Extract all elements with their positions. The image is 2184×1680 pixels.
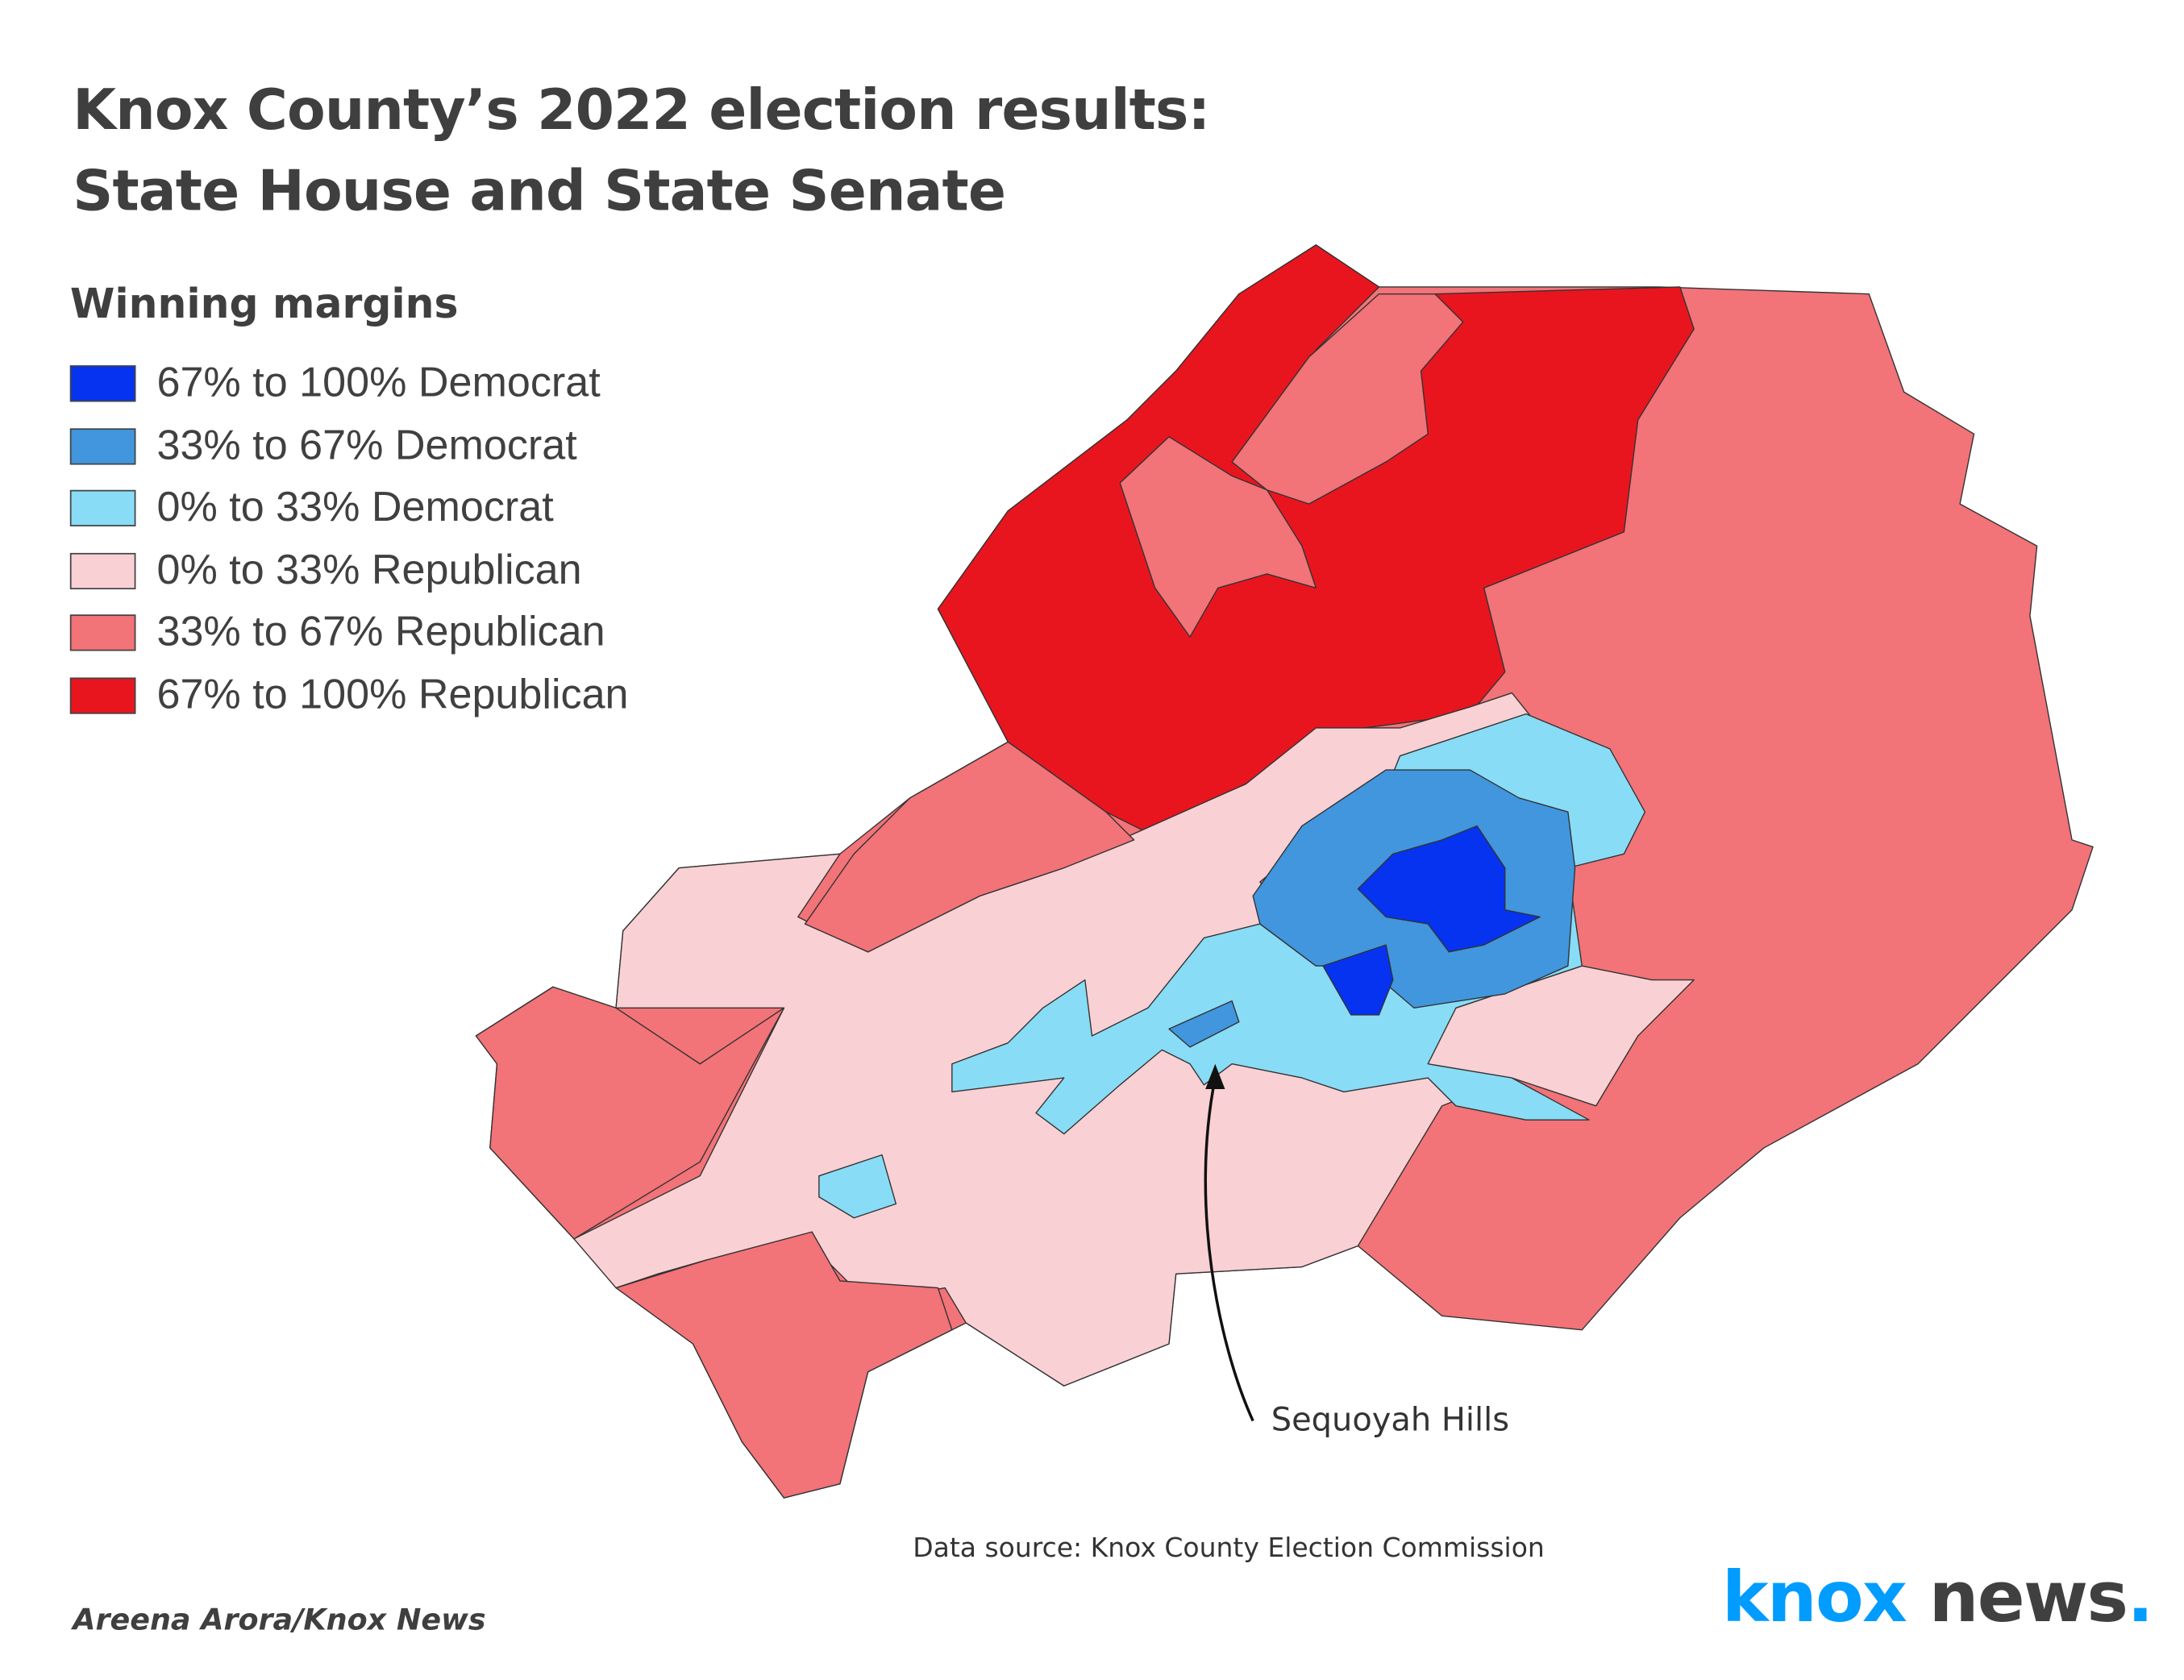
legend-swatch (69, 427, 136, 465)
legend-swatch (69, 614, 136, 651)
legend-swatch (69, 677, 136, 714)
legend-item-dem-67-100: 67% to 100% Democrat (69, 353, 629, 415)
knox-news-logo: knox news. (1722, 1557, 2153, 1638)
annotation-arrow (1204, 1077, 1254, 1422)
legend-item-rep-33-67: 33% to 67% Republican (69, 602, 629, 664)
logo-news: news (1928, 1556, 2128, 1638)
title-line-2: State House and State Senate (73, 159, 1006, 224)
title-line-1: Knox County’s 2022 election results: (73, 78, 1210, 143)
logo-knox: knox (1721, 1556, 1907, 1638)
region-small-dem-0-33 (818, 1154, 897, 1219)
page-title: Knox County’s 2022 election results: Sta… (73, 70, 1210, 232)
legend-label: 67% to 100% Democrat (156, 360, 601, 407)
data-source: Data source: Knox County Election Commis… (913, 1532, 1545, 1564)
region-west-rep-33-67 (804, 741, 1135, 953)
region-southwest-rep-33-67 (475, 986, 785, 1240)
legend: 67% to 100% Democrat 33% to 67% Democrat… (69, 353, 629, 727)
legend-swatch (69, 552, 136, 589)
legend-label: 33% to 67% Republican (156, 609, 605, 656)
legend-title: Winning margins (69, 280, 459, 328)
region-downtown-dem-67-100 (1357, 825, 1541, 953)
legend-label: 33% to 67% Democrat (156, 422, 577, 469)
annotation-sequoyah-hills: Sequoyah Hills (1271, 1402, 1510, 1440)
legend-swatch (69, 365, 136, 402)
region-far-southwest-rep-33-67 (615, 1231, 953, 1499)
logo-dot: . (2127, 1556, 2153, 1638)
legend-item-rep-67-100: 67% to 100% Republican (69, 664, 629, 726)
legend-label: 0% to 33% Democrat (156, 484, 554, 531)
legend-label: 0% to 33% Republican (156, 547, 582, 593)
arrowhead-icon (1205, 1063, 1225, 1089)
credit: Areena Arora/Knox News (73, 1603, 486, 1636)
region-north-rep-33-67-b (1231, 293, 1464, 505)
region-small-dem-33-67 (1168, 1000, 1240, 1048)
region-north-rep-33-67-a (1119, 436, 1317, 638)
legend-item-rep-0-33: 0% to 33% Republican (69, 539, 629, 601)
legend-label: 67% to 100% Republican (156, 672, 629, 718)
legend-item-dem-33-67: 33% to 67% Democrat (69, 415, 629, 477)
region-south-dem-67-100 (1322, 944, 1394, 1016)
legend-swatch (69, 490, 136, 527)
legend-item-dem-0-33: 0% to 33% Democrat (69, 477, 629, 539)
